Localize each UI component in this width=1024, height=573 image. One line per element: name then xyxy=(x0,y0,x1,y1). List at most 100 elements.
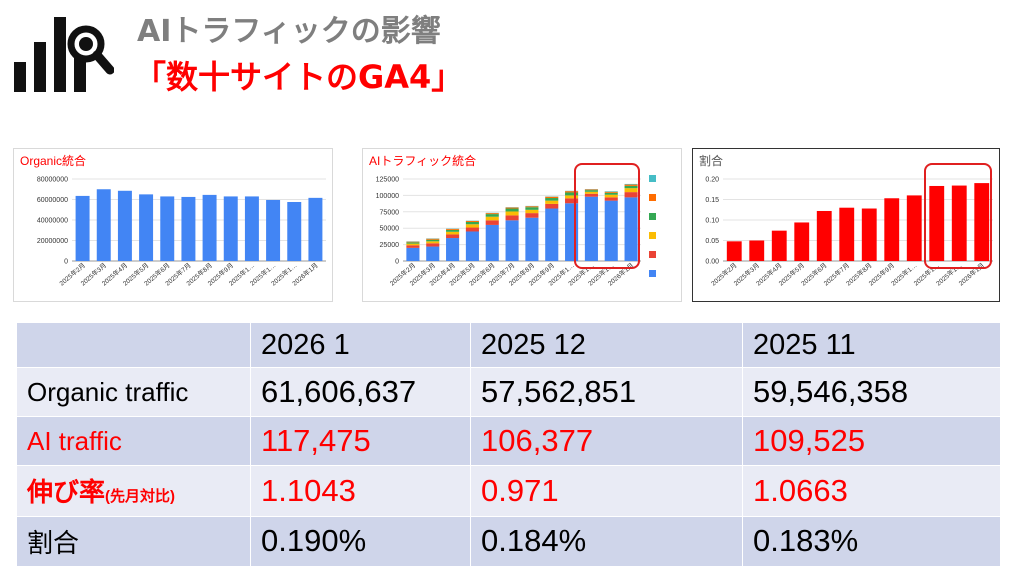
y-tick-label: 20000000 xyxy=(37,238,68,245)
page-subtitle: 「数十サイトのGA4」 xyxy=(134,58,464,96)
bar xyxy=(974,183,990,261)
table-cell: 106,377 xyxy=(470,416,743,467)
y-tick-label: 60000000 xyxy=(37,197,68,204)
ratio-chart: 割合 0.00 0.05 0.10 0.15 0.20 2025年2月 2025年3月 202… xyxy=(692,148,1000,302)
bar-segment xyxy=(604,192,618,195)
bar-segment xyxy=(565,195,579,199)
ai-chart-svg: 02500050000750001000001250002025年2月2025年… xyxy=(376,175,656,288)
bar-segment xyxy=(426,241,440,244)
bar-segment xyxy=(604,194,618,198)
row-label: AI traffic xyxy=(16,416,251,467)
bar-segment xyxy=(426,239,440,242)
bar xyxy=(839,207,855,261)
bar-segment xyxy=(584,196,598,261)
bar-segment xyxy=(545,200,559,204)
bar-segment xyxy=(525,207,539,210)
y-tick-label: 0.15 xyxy=(705,197,719,204)
header-cell: 2025 11 xyxy=(742,321,1001,369)
bar-segment xyxy=(485,213,499,215)
bar xyxy=(771,230,787,261)
bar xyxy=(244,196,259,261)
bar-segment xyxy=(604,191,618,192)
bar-segment xyxy=(406,247,420,261)
table-cell: 0.184% xyxy=(470,515,743,568)
row-label: 伸び率(先月対比) xyxy=(16,465,251,517)
table-cell: 0.183% xyxy=(742,515,1001,568)
table-cell: 109,525 xyxy=(742,416,1001,467)
table-row-share: 割合 0.190% 0.184% 0.183% xyxy=(16,515,1001,568)
bar-segment xyxy=(525,213,539,218)
bar-segment xyxy=(525,206,539,208)
table-cell: 0.971 xyxy=(470,465,743,517)
bar-segment xyxy=(565,191,579,193)
bar xyxy=(726,241,742,261)
bar-segment xyxy=(465,224,479,228)
legend-swatch xyxy=(649,251,656,258)
bar xyxy=(96,189,111,261)
y-tick-label: 0 xyxy=(64,259,68,266)
legend-swatch xyxy=(649,175,656,182)
legend-swatch xyxy=(649,232,656,239)
growth-label: 伸び率 xyxy=(27,477,106,508)
bar-segment xyxy=(624,197,638,261)
bar-segment xyxy=(584,191,598,194)
bar-segment xyxy=(426,246,440,261)
bar-segment xyxy=(505,215,519,221)
organic-chart: Organic統合 0 20000000 40000000 60000000 80000… xyxy=(13,148,333,302)
bar-segment xyxy=(485,214,499,217)
bar-segment xyxy=(604,197,618,201)
legend-swatch xyxy=(649,270,656,277)
bar-segment xyxy=(485,224,499,261)
table-cell: 61,606,637 xyxy=(250,367,471,418)
bar-segment xyxy=(584,189,598,191)
bar-segment xyxy=(406,241,420,243)
organic-chart-svg: 0200000004000000060000000800000002025年2月… xyxy=(37,177,326,288)
bar-segment xyxy=(545,203,559,209)
bar-segment xyxy=(624,183,638,185)
y-tick-label: 25000 xyxy=(380,242,400,249)
bar-segment xyxy=(565,198,579,204)
bar-segment xyxy=(465,220,479,222)
bar-segment xyxy=(465,227,479,232)
ratio-chart-svg: 0.000.050.100.150.202025年2月2025年3月2025年4… xyxy=(705,177,993,288)
bar-segment xyxy=(446,229,460,232)
table-row-organic: Organic traffic 61,606,637 57,562,851 59… xyxy=(16,367,1001,418)
bar-segment xyxy=(426,238,440,240)
bar xyxy=(160,196,175,261)
bar-segment xyxy=(545,196,559,199)
bar xyxy=(223,196,238,261)
bar xyxy=(861,208,877,261)
bar xyxy=(139,194,154,261)
bar-segment xyxy=(584,190,598,192)
y-tick-label: 0.05 xyxy=(705,238,719,245)
bar xyxy=(816,210,832,261)
bar-segment xyxy=(446,231,460,235)
bar-segment xyxy=(525,217,539,261)
ratio-chart-title: 割合 xyxy=(699,154,724,168)
y-tick-label: 0.20 xyxy=(705,177,719,184)
bar xyxy=(794,222,810,261)
bar-segment xyxy=(525,209,539,214)
y-tick-label: 100000 xyxy=(376,193,399,200)
bar xyxy=(308,197,323,261)
bar-segment xyxy=(565,192,579,196)
y-tick-label: 80000000 xyxy=(37,177,68,184)
bar-segment xyxy=(406,243,420,246)
bar-chart-magnifier-icon xyxy=(14,17,114,92)
y-tick-label: 50000 xyxy=(380,226,400,233)
bar-segment xyxy=(446,228,460,230)
stats-table: 2026 1 2025 12 2025 11 Organic traffic 6… xyxy=(16,321,1001,568)
bar xyxy=(951,185,967,261)
ai-traffic-chart: AIトラフィック統合 0 25000 50000 75000 100000 125000 2… xyxy=(362,148,682,302)
bar xyxy=(75,195,90,261)
bar-segment xyxy=(426,243,440,247)
bar xyxy=(202,194,217,261)
table-cell: 59,546,358 xyxy=(742,367,1001,418)
bar-segment xyxy=(624,192,638,198)
bar-segment xyxy=(406,245,420,248)
bar-segment xyxy=(604,200,618,261)
ai-chart-title: AIトラフィック統合 xyxy=(369,154,477,168)
highlight-box xyxy=(574,163,640,269)
bar xyxy=(929,185,945,261)
y-tick-label: 0.00 xyxy=(705,259,719,266)
